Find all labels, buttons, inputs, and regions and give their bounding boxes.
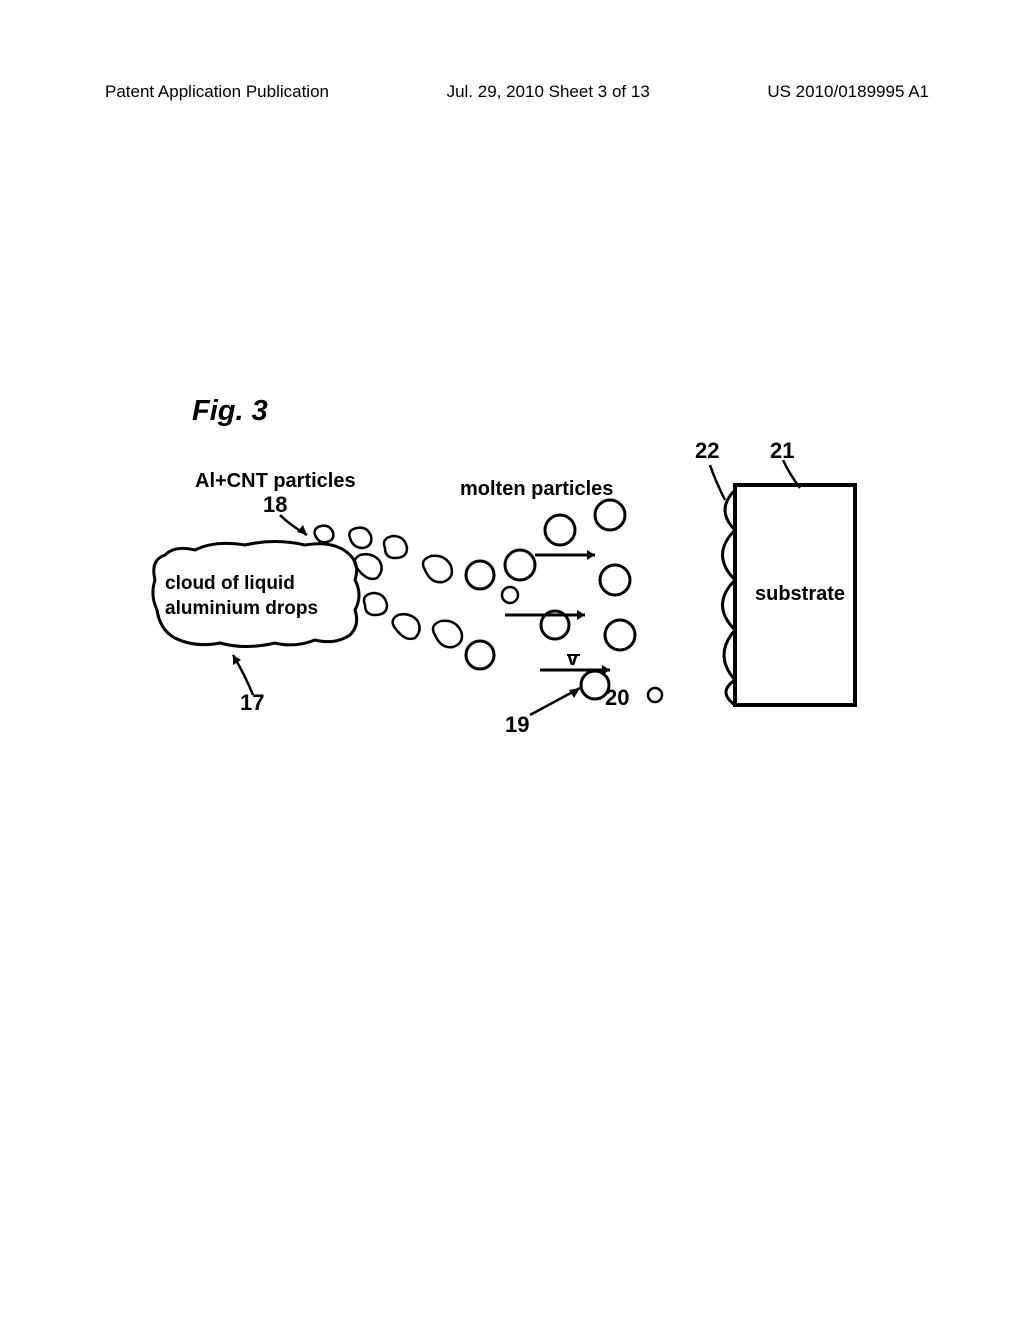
header-left: Patent Application Publication	[105, 82, 329, 102]
molten-particle	[505, 550, 535, 580]
ref-21: 21	[770, 438, 794, 464]
molten-particle	[605, 620, 635, 650]
arrow-head	[577, 610, 585, 620]
molten-label: molten particles	[460, 478, 613, 501]
cloud-label: cloud of liquid aluminium drops	[165, 572, 318, 621]
molten-particle	[502, 587, 518, 603]
irregular-particle	[384, 536, 407, 558]
diagram: Al+CNT particles molten particles cloud …	[135, 460, 865, 770]
arrow-head	[587, 550, 595, 560]
irregular-particle	[433, 621, 462, 648]
ref-22: 22	[695, 438, 719, 464]
molten-particle	[648, 688, 662, 702]
substrate-label: substrate	[755, 583, 845, 606]
irregular-particle	[355, 554, 382, 579]
ref-20: 20	[605, 685, 629, 711]
irregular-particle	[393, 614, 420, 639]
irregular-particle	[364, 593, 387, 615]
header-center: Jul. 29, 2010 Sheet 3 of 13	[447, 82, 650, 102]
irregular-particle	[423, 556, 452, 583]
figure-label: Fig. 3	[192, 395, 268, 428]
velocity-arrow-head	[602, 665, 610, 675]
molten-particle	[466, 641, 494, 669]
ref-18: 18	[263, 492, 287, 518]
molten-particle	[545, 515, 575, 545]
ref-19: 19	[505, 712, 529, 738]
molten-particle	[466, 561, 494, 589]
irregular-particle	[349, 528, 371, 548]
al-cnt-label: Al+CNT particles	[195, 470, 356, 493]
irregular-particle	[315, 526, 334, 543]
header-right: US 2010/0189995 A1	[767, 82, 929, 102]
velocity-label: v	[567, 648, 578, 671]
molten-particle	[600, 565, 630, 595]
molten-particle	[595, 500, 625, 530]
ref-17: 17	[240, 690, 264, 716]
leader-22	[710, 465, 725, 500]
